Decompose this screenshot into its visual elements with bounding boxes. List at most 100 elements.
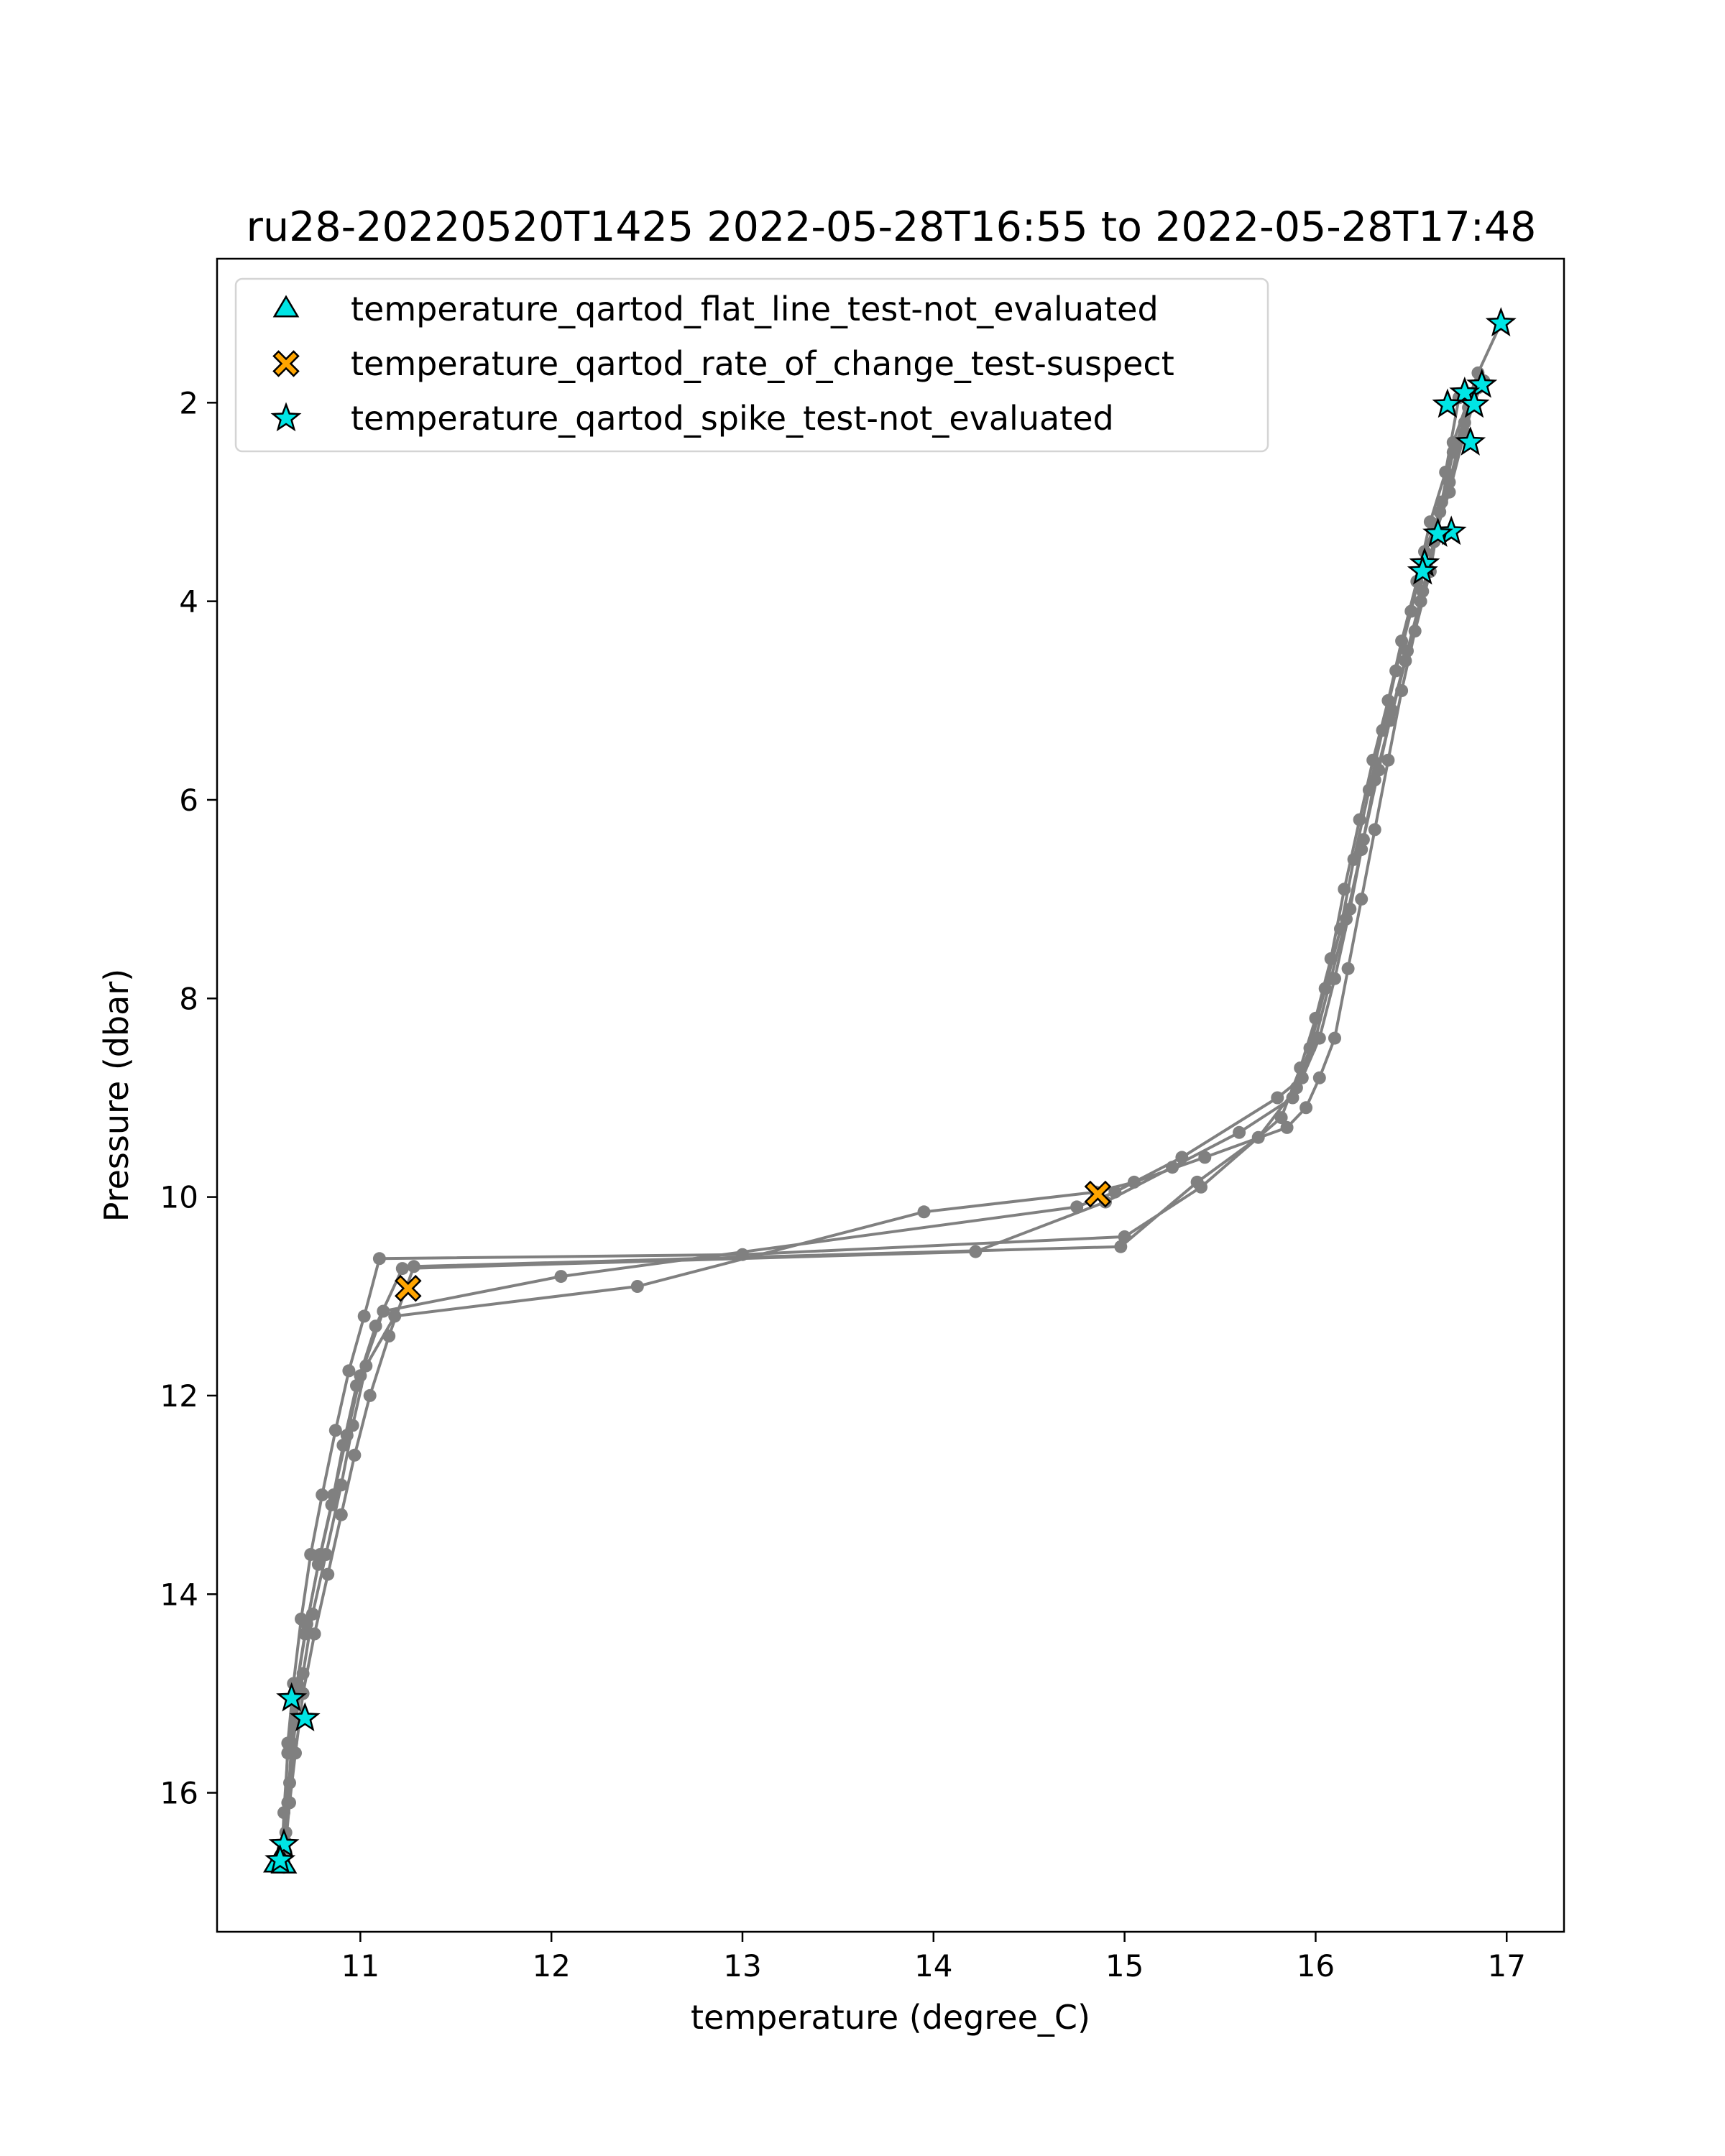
x-tick-label: 14 bbox=[914, 1948, 952, 1984]
profile-point bbox=[736, 1248, 749, 1261]
profile-point bbox=[1190, 1175, 1204, 1189]
profile-point bbox=[311, 1557, 325, 1571]
profile-point bbox=[1399, 654, 1412, 668]
flag-marker-star bbox=[268, 1828, 300, 1858]
profile-point bbox=[382, 1330, 396, 1342]
profile-point bbox=[308, 1627, 321, 1641]
profile-point bbox=[1381, 753, 1395, 767]
profile-point bbox=[336, 1439, 350, 1452]
legend-marker-triangle bbox=[272, 295, 300, 318]
legend-entry-label: temperature_qartod_flat_line_test-not_ev… bbox=[351, 290, 1159, 328]
profile-point bbox=[1355, 893, 1368, 906]
flag-marker-star bbox=[264, 1843, 296, 1874]
y-tick-label: 8 bbox=[179, 981, 198, 1016]
legend-marker-star bbox=[270, 402, 302, 432]
profile-point bbox=[1251, 1130, 1265, 1144]
flag-marker-star bbox=[1449, 376, 1481, 406]
profile-lines bbox=[275, 316, 1508, 1874]
profile-point bbox=[1271, 1091, 1284, 1105]
profile-point bbox=[1114, 1240, 1128, 1253]
profile-point bbox=[1166, 1161, 1179, 1174]
profile-point bbox=[395, 1262, 409, 1276]
profile-point bbox=[1198, 1151, 1212, 1164]
x-axis-label: temperature (degree_C) bbox=[691, 1998, 1090, 2037]
x-tick-label: 11 bbox=[341, 1948, 380, 1984]
profile-point bbox=[342, 1364, 356, 1378]
profile-point bbox=[1324, 972, 1338, 985]
profile-point bbox=[407, 1260, 420, 1273]
profile-point bbox=[1312, 1071, 1326, 1084]
profile-point bbox=[1309, 1031, 1322, 1045]
profile-point bbox=[1368, 773, 1381, 787]
y-axis-label: Pressure (dbar) bbox=[97, 969, 136, 1222]
profile-point bbox=[1443, 475, 1456, 489]
profile-point bbox=[283, 1796, 296, 1810]
y-tick-label: 14 bbox=[160, 1577, 198, 1612]
profile-point bbox=[1366, 753, 1380, 767]
profile-point bbox=[350, 1379, 363, 1393]
profile-point bbox=[298, 1627, 312, 1641]
profile-point bbox=[1338, 883, 1351, 896]
profile-point bbox=[363, 1388, 377, 1402]
profile-point bbox=[1274, 1111, 1288, 1125]
x-tick-label: 13 bbox=[723, 1948, 761, 1984]
profile-point bbox=[1395, 634, 1409, 648]
y-tick-label: 10 bbox=[160, 1180, 198, 1215]
legend-entries: temperature_qartod_flat_line_test-not_ev… bbox=[270, 290, 1174, 438]
x-tick-label: 12 bbox=[532, 1948, 570, 1984]
profile-point bbox=[1328, 1031, 1341, 1045]
profile-point bbox=[348, 1448, 362, 1462]
profile-point bbox=[1384, 714, 1397, 727]
profile-point bbox=[1300, 1101, 1313, 1115]
profile-point bbox=[1458, 416, 1471, 429]
profile-point bbox=[281, 1736, 295, 1750]
flag-marker-star bbox=[1466, 368, 1498, 398]
x-tick-label: 17 bbox=[1488, 1948, 1526, 1984]
profile-line-4 bbox=[282, 397, 1460, 1848]
legend-entry-label: temperature_qartod_rate_of_change_test-s… bbox=[351, 344, 1174, 383]
y-tick-label: 4 bbox=[179, 584, 198, 619]
plot-frame bbox=[216, 257, 1565, 1933]
y-tick-label: 12 bbox=[160, 1378, 198, 1414]
y-tick-label: 16 bbox=[160, 1776, 198, 1811]
profile-point bbox=[357, 1309, 371, 1323]
x-tick-label: 16 bbox=[1297, 1948, 1335, 1984]
flag-marker-star bbox=[276, 1682, 308, 1712]
flag-marker-star bbox=[1458, 388, 1490, 418]
flag-marker-star bbox=[1485, 307, 1517, 337]
flag-marker-star bbox=[1455, 426, 1486, 456]
profile-point bbox=[369, 1319, 382, 1333]
profile-point bbox=[1353, 813, 1366, 826]
profile-point bbox=[334, 1478, 348, 1492]
y-tick-label: 2 bbox=[179, 385, 198, 420]
profile-point bbox=[554, 1270, 568, 1284]
profile-point bbox=[295, 1612, 308, 1626]
profile-point bbox=[328, 1424, 342, 1437]
y-axis-ticks: 2 4 6 8 10 12 14 16 bbox=[160, 385, 217, 1811]
profile-point bbox=[334, 1508, 348, 1521]
flag-marker-star bbox=[1432, 388, 1463, 418]
profile-point bbox=[1280, 1120, 1294, 1134]
flag-marker-star bbox=[1407, 555, 1438, 585]
profile-point bbox=[917, 1205, 931, 1219]
profile-point bbox=[289, 1746, 302, 1760]
flag-marker-x-filled bbox=[1084, 1180, 1112, 1208]
profile-point bbox=[1423, 515, 1437, 529]
profile-point bbox=[630, 1280, 644, 1293]
y-tick-label: 6 bbox=[179, 783, 198, 818]
flag-marker-x-filled bbox=[395, 1274, 422, 1302]
x-tick-label: 15 bbox=[1105, 1948, 1144, 1984]
profile-point bbox=[1289, 1081, 1303, 1095]
legend-entry-label: temperature_qartod_spike_test-not_evalua… bbox=[351, 399, 1114, 438]
legend: temperature_qartod_flat_line_test-not_ev… bbox=[234, 277, 1269, 453]
profile-point bbox=[1341, 962, 1355, 975]
flag-marker-star bbox=[1422, 517, 1453, 547]
profile-point bbox=[1355, 843, 1368, 857]
profile-point bbox=[1368, 823, 1381, 837]
profile-point bbox=[1233, 1125, 1246, 1139]
x-axis-ticks: 11 12 13 14 15 16 17 bbox=[341, 1932, 1526, 1984]
profile-point bbox=[321, 1567, 335, 1581]
profile-point bbox=[325, 1498, 339, 1511]
profile-point bbox=[1340, 912, 1353, 926]
